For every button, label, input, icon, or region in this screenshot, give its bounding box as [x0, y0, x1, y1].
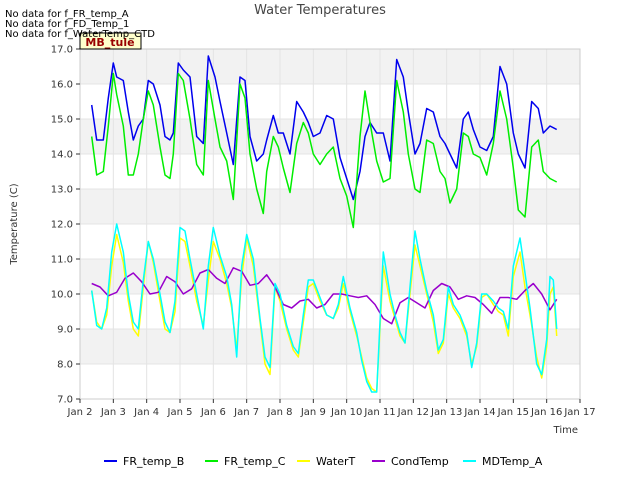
y-tick-label: 17.0	[51, 45, 73, 56]
x-axis-ticks: Jan 2 Jan 3 Jan 4 Jan 5 Jan 6 Jan 7 Jan 8 Jan 9…	[67, 399, 596, 418]
y-tick-label: 14.0	[51, 150, 73, 161]
y-tick-label: 11.0	[51, 255, 73, 266]
background-band	[80, 189, 580, 224]
x-tick-label: Jan 4	[133, 407, 159, 418]
legend-label: CondTemp	[391, 455, 449, 468]
y-tick-label: 16.0	[51, 80, 73, 91]
y-tick-label: 8.0	[57, 360, 73, 371]
no-data-note-fd-temp-1: No data for f_FD_Temp_1	[5, 19, 130, 30]
x-tick-label: Jan 16	[530, 407, 562, 418]
background-band	[80, 49, 580, 84]
y-tick-label: 15.0	[51, 115, 73, 126]
x-tick-label: Jan 14	[463, 407, 495, 418]
series-line-fr-temp-b	[90, 55, 558, 201]
plot-background	[80, 49, 580, 399]
background-band	[80, 224, 580, 259]
x-tick-label: Jan 10	[330, 407, 362, 418]
x-tick-label: Jan 17	[563, 407, 595, 418]
series-line-mdtemp-a	[90, 223, 558, 393]
x-tick-label: Jan 9	[300, 407, 326, 418]
background-band	[80, 119, 580, 154]
legend-label: FR_temp_B	[123, 455, 184, 468]
x-tick-label: Jan 15	[497, 407, 529, 418]
y-tick-label: 12.0	[51, 220, 73, 231]
chart-title: Water Temperatures	[254, 3, 386, 18]
no-data-note-watertemp-ctd: No data for f_WaterTemp_CTD	[5, 29, 155, 40]
y-tick-label: 13.0	[51, 185, 73, 196]
x-tick-label: Jan 13	[430, 407, 462, 418]
x-tick-label: Jan 12	[397, 407, 429, 418]
legend-label: MDTemp_A	[482, 455, 543, 468]
y-tick-label: 9.0	[57, 325, 73, 336]
x-tick-label: Jan 7	[233, 407, 259, 418]
background-band	[80, 329, 580, 364]
y-tick-label: 7.0	[57, 395, 73, 406]
background-band	[80, 364, 580, 399]
y-axis-ticks: 7.0 8.0 9.0 10.0 11.0 12.0 13.0 14.0 15.0 16.0 17.…	[51, 45, 80, 406]
x-tick-label: Jan 8	[267, 407, 293, 418]
background-band	[80, 154, 580, 189]
x-tick-label: Jan 5	[167, 407, 193, 418]
x-tick-label: Jan 6	[200, 407, 226, 418]
site-tag: MB_tule	[85, 36, 134, 49]
series-line-fr-temp-c	[90, 72, 558, 229]
legend: FR_temp_B FR_temp_C WaterT CondTemp MDTemp_A	[104, 455, 543, 468]
y-axis-label: Temperature (C)	[9, 183, 20, 265]
background-band	[80, 259, 580, 294]
no-data-note-fr-temp-a: No data for f_FR_temp_A	[5, 9, 129, 20]
x-tick-label: Jan 11	[363, 407, 395, 418]
legend-label: FR_temp_C	[224, 455, 286, 468]
x-tick-label: Jan 2	[67, 407, 93, 418]
site-tag-box	[79, 32, 142, 50]
y-tick-label: 10.0	[51, 290, 73, 301]
x-axis-label: Time	[553, 425, 578, 436]
x-tick-label: Jan 3	[100, 407, 126, 418]
series-lines	[90, 55, 558, 393]
legend-label: WaterT	[316, 455, 356, 468]
